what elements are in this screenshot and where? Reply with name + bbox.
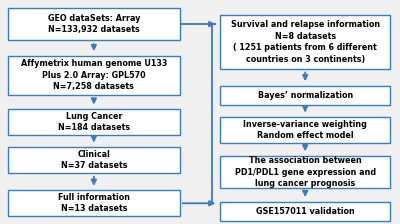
FancyBboxPatch shape xyxy=(8,56,180,95)
FancyBboxPatch shape xyxy=(8,8,180,40)
FancyBboxPatch shape xyxy=(220,202,390,220)
Text: Full information
N=13 datasets: Full information N=13 datasets xyxy=(58,193,130,213)
FancyBboxPatch shape xyxy=(8,109,180,135)
Text: Clinical
N=37 datasets: Clinical N=37 datasets xyxy=(61,150,127,170)
FancyBboxPatch shape xyxy=(220,86,390,105)
Text: Bayes’ normalization: Bayes’ normalization xyxy=(258,91,353,100)
Text: The association between
PD1/PDL1 gene expression and
lung cancer prognosis: The association between PD1/PDL1 gene ex… xyxy=(235,156,376,188)
FancyBboxPatch shape xyxy=(220,117,390,143)
Text: Affymetrix human genome U133
Plus 2.0 Array: GPL570
N=7,258 datasets: Affymetrix human genome U133 Plus 2.0 Ar… xyxy=(21,59,167,91)
FancyBboxPatch shape xyxy=(220,15,390,69)
FancyBboxPatch shape xyxy=(8,190,180,216)
FancyBboxPatch shape xyxy=(220,156,390,188)
Text: GEO dataSets: Array
N=133,932 datasets: GEO dataSets: Array N=133,932 datasets xyxy=(48,14,140,34)
Text: GSE157011 validation: GSE157011 validation xyxy=(256,207,354,215)
Text: Inverse-variance weighting
Random effect model: Inverse-variance weighting Random effect… xyxy=(243,120,367,140)
FancyBboxPatch shape xyxy=(8,147,180,173)
Text: Lung Cancer
N=184 datasets: Lung Cancer N=184 datasets xyxy=(58,112,130,132)
Text: Survival and relapse information
N=8 datasets
( 1251 patients from 6 different
c: Survival and relapse information N=8 dat… xyxy=(231,20,380,64)
